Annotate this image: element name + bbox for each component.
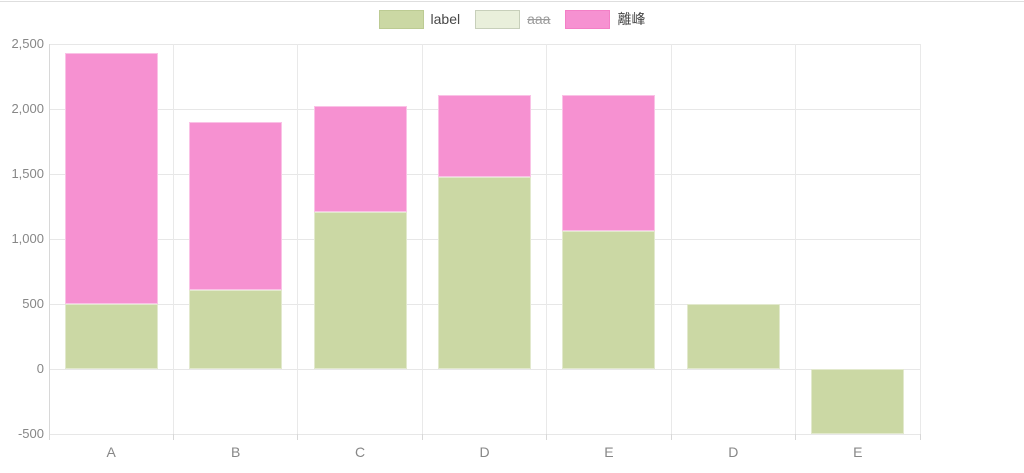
x-axis-tick-label: E xyxy=(604,444,614,460)
legend-aaa-text: aaa xyxy=(527,11,551,27)
x-axis-tick-mark xyxy=(670,434,672,440)
gridline-vertical xyxy=(795,44,797,434)
page-top-border xyxy=(0,1,1024,2)
x-axis-tick-mark xyxy=(421,434,423,440)
x-axis-tick-mark xyxy=(546,434,548,440)
y-axis-tick-label: 1,000 xyxy=(11,231,44,246)
x-axis-tick-label: E xyxy=(853,444,863,460)
y-axis-tick-label: 1,500 xyxy=(11,166,44,181)
legend-swatch-offpeak xyxy=(565,10,611,29)
gridline-vertical xyxy=(546,44,548,434)
bar-segment-離峰-C[interactable] xyxy=(313,106,407,212)
legend-label-text: label xyxy=(430,11,461,27)
legend-item-offpeak[interactable]: 離峰 xyxy=(565,10,645,29)
x-axis-tick-mark xyxy=(297,434,299,440)
y-axis-tick-label: 2,500 xyxy=(11,36,44,51)
bar-segment-離峰-D[interactable] xyxy=(438,94,531,177)
y-axis-tick-label: 0 xyxy=(36,361,44,376)
legend-item-aaa[interactable]: aaa xyxy=(475,10,550,29)
bar-segment-label-A[interactable] xyxy=(64,304,158,369)
x-axis-tick-mark xyxy=(919,434,921,440)
x-axis-tick-mark xyxy=(172,434,174,440)
x-axis-tick-label: D xyxy=(479,444,490,460)
gridline-vertical xyxy=(421,44,423,434)
legend-item-label[interactable]: label xyxy=(378,10,461,29)
gridline-horizontal xyxy=(49,43,920,45)
y-axis-line xyxy=(48,44,50,440)
gridline-vertical xyxy=(297,44,299,434)
bar-segment-label-D[interactable] xyxy=(686,304,780,369)
y-axis-tick-label: 500 xyxy=(22,296,44,311)
bar-segment-label-B[interactable] xyxy=(189,289,283,369)
chart-legend: label aaa 離峰 xyxy=(0,10,1024,29)
bar-segment-label-E[interactable] xyxy=(562,231,656,369)
gridline-vertical xyxy=(172,44,174,434)
x-axis-tick-label: D xyxy=(728,444,739,460)
x-axis-tick-mark xyxy=(795,434,797,440)
legend-swatch-label xyxy=(378,10,424,29)
bar-segment-label-E[interactable] xyxy=(811,369,905,434)
bar-segment-離峰-B[interactable] xyxy=(189,122,283,290)
gridline-horizontal xyxy=(49,368,920,370)
x-axis-tick-label: A xyxy=(106,444,116,460)
y-axis-tick-label: -500 xyxy=(17,426,44,441)
gridline-vertical xyxy=(670,44,672,434)
bar-segment-label-D[interactable] xyxy=(438,176,531,369)
bar-segment-離峰-A[interactable] xyxy=(64,53,158,304)
bar-segment-離峰-E[interactable] xyxy=(562,94,656,232)
legend-offpeak-text: 離峰 xyxy=(617,11,646,27)
x-axis-tick-label: B xyxy=(230,444,241,460)
x-axis-tick-label: C xyxy=(355,444,366,460)
gridline-vertical xyxy=(919,44,921,434)
y-axis-tick-label: 2,000 xyxy=(11,101,44,116)
bar-segment-label-C[interactable] xyxy=(313,211,407,369)
legend-swatch-aaa xyxy=(475,10,521,29)
gridline-horizontal xyxy=(49,433,920,435)
